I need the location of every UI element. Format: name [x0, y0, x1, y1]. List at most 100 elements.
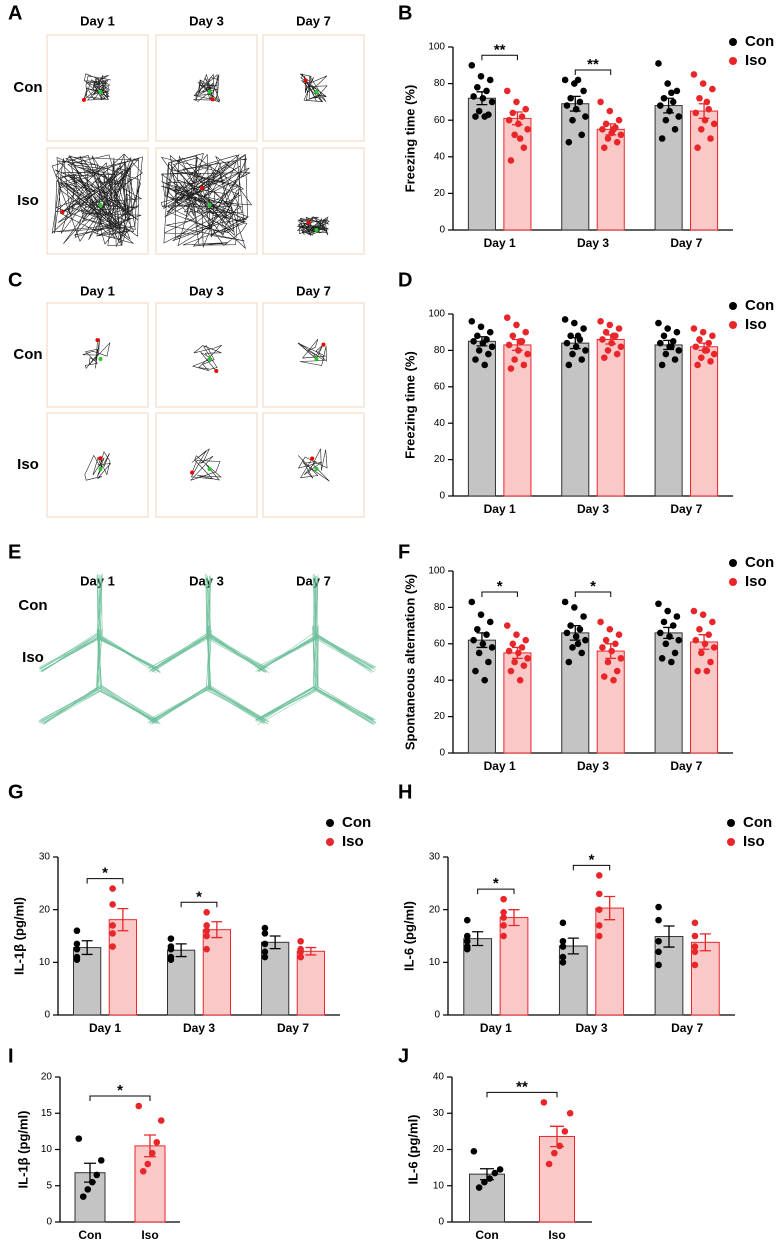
day-label: Day 1 [80, 283, 115, 298]
data-point [691, 932, 699, 940]
x-tick-label: Day 1 [484, 502, 516, 516]
y-tick-label: 30 [433, 1108, 445, 1119]
data-point [203, 932, 210, 940]
data-point [470, 636, 477, 644]
data-point [597, 98, 604, 106]
data-point [710, 644, 718, 651]
data-point [691, 948, 699, 956]
data-point [707, 658, 714, 666]
data-point [463, 937, 471, 945]
start-dot [98, 203, 103, 207]
significance-label: ** [516, 1078, 528, 1095]
trajectory [82, 338, 111, 369]
trajectory [51, 153, 143, 248]
data-point [561, 1128, 569, 1135]
data-point [690, 71, 698, 78]
data-point [545, 1160, 553, 1168]
data-point [93, 1171, 101, 1179]
x-tick-label: Day 3 [577, 236, 609, 250]
data-point [167, 945, 175, 953]
data-point [470, 93, 477, 100]
start-dot [98, 90, 103, 94]
group-label: Iso [17, 192, 39, 209]
legend-marker [729, 38, 737, 46]
significance-bracket [86, 878, 124, 884]
legend-label: Iso [745, 52, 767, 69]
x-tick-label: Day 1 [484, 236, 516, 250]
data-point [595, 906, 603, 913]
data-point [615, 325, 623, 332]
data-point [694, 144, 701, 151]
data-point [709, 618, 716, 626]
data-point [655, 600, 662, 608]
significance-label: * [196, 888, 202, 905]
y-tick-label: 20 [434, 454, 446, 465]
legend-marker [326, 838, 334, 846]
data-point [470, 338, 477, 345]
data-point [507, 157, 515, 164]
data-point [518, 644, 526, 651]
y-tick-label: 0 [434, 1010, 440, 1021]
data-point [660, 618, 668, 626]
y-tick-label: 10 [429, 957, 441, 968]
maze-track [152, 573, 270, 674]
error-bar [567, 937, 579, 955]
error-bar [305, 946, 317, 956]
y-tick-label: 20 [429, 904, 441, 915]
start-dot [314, 90, 319, 94]
x-tick-label: Iso [141, 1228, 158, 1240]
data-point [481, 1178, 488, 1186]
data-point [595, 922, 603, 929]
data-point [612, 640, 619, 648]
data-point [109, 943, 116, 950]
data-point [582, 113, 589, 120]
data-point [483, 631, 490, 638]
trajectory [297, 339, 327, 366]
data-point [561, 316, 569, 323]
y-tick-label: 20 [41, 1072, 53, 1083]
data-point [463, 945, 471, 953]
data-point [500, 922, 507, 929]
data-point [509, 332, 517, 340]
data-point [668, 343, 675, 351]
data-point [479, 339, 487, 347]
data-point [563, 629, 571, 637]
data-point [655, 60, 662, 67]
data-point [617, 131, 625, 139]
data-point [203, 909, 210, 916]
data-point [297, 953, 304, 961]
significance-bracket [89, 1095, 151, 1101]
data-point [505, 647, 513, 655]
end-dot [210, 97, 215, 102]
data-point [73, 927, 81, 935]
data-point [474, 625, 481, 633]
data-point [576, 98, 584, 106]
y-tick-label: 0 [439, 491, 445, 502]
legend-marker [727, 819, 735, 827]
legend-marker [729, 578, 737, 586]
data-point [203, 922, 210, 929]
data-point [567, 332, 574, 340]
y-tick-label: 100 [428, 566, 445, 577]
panel-letter: E [8, 541, 21, 563]
legend-label: Iso [342, 833, 364, 850]
day-label: Day 3 [189, 13, 224, 28]
data-point [524, 350, 531, 358]
data-point [565, 138, 573, 146]
data-point [468, 598, 476, 606]
data-point [522, 328, 530, 336]
data-point [656, 339, 664, 347]
data-point [500, 932, 507, 940]
y-tick-label: 40 [433, 1072, 445, 1083]
end-dot [303, 78, 308, 83]
significance-label: * [589, 851, 595, 868]
y-tick-label: 20 [434, 711, 446, 722]
data-point [658, 361, 666, 369]
data-point [597, 618, 604, 626]
data-point [664, 607, 671, 615]
arena-frame [46, 302, 149, 408]
data-point [655, 319, 662, 327]
end-dot [190, 470, 195, 475]
data-point [261, 930, 269, 937]
data-point [655, 903, 662, 911]
